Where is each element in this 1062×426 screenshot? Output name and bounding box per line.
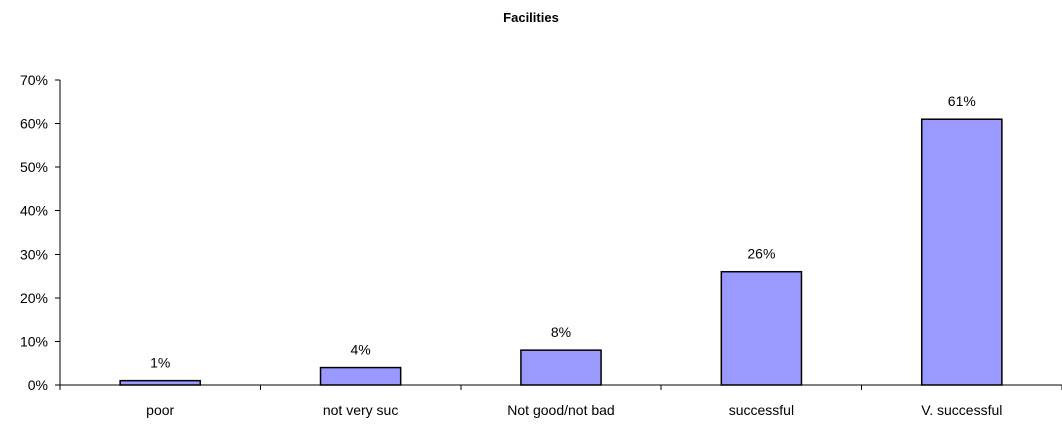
category-label: V. successful [921,402,1002,418]
data-labels: 1% 4% 8% 26% 61% [150,93,976,370]
y-tick-label: 60% [20,116,48,132]
y-tick-label: 50% [20,159,48,175]
category-label: Not good/not bad [507,402,614,418]
y-axis: 0% 10% 20% 30% 40% 50% 60% 70% [20,72,61,393]
bar [720,270,803,386]
data-label: 1% [150,355,170,371]
y-tick-label: 70% [20,72,48,88]
y-tick-label: 20% [20,290,48,306]
bar [319,366,402,386]
category-label: poor [146,402,174,418]
y-tick-label: 10% [20,333,48,349]
category-label: not very suc [323,402,398,418]
bar [119,379,202,386]
chart-title: Facilities [503,10,559,25]
data-label: 4% [350,342,370,358]
data-label: 8% [551,324,571,340]
data-label: 26% [747,246,775,262]
bars [119,118,1003,386]
category-label: successful [729,402,794,418]
data-label: 61% [948,93,976,109]
bar [920,118,1003,386]
y-tick-label: 0% [28,377,48,393]
y-tick-label: 30% [20,246,48,262]
x-axis: poor not very suc Not good/not bad successf… [59,384,1062,418]
y-tick-label: 40% [20,203,48,219]
bar [520,349,602,386]
